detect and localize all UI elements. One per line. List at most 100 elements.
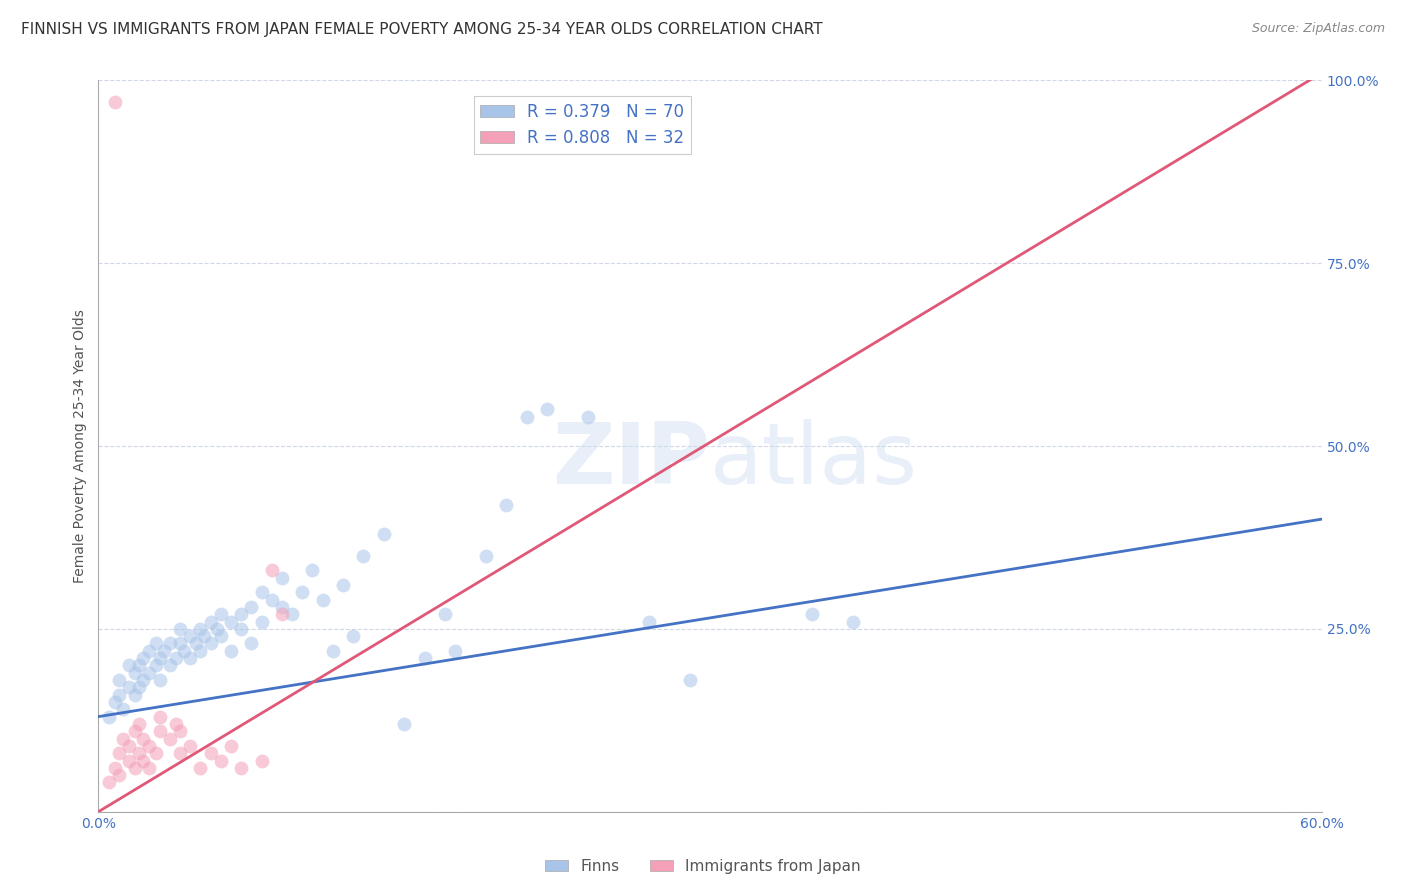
Legend: Finns, Immigrants from Japan: Finns, Immigrants from Japan: [538, 853, 868, 880]
Point: [576, 409, 599, 424]
Point: [145, 636, 167, 650]
Point: [97, 709, 120, 723]
Y-axis label: Female Poverty Among 25-34 Year Olds: Female Poverty Among 25-34 Year Olds: [73, 309, 87, 583]
Point: [149, 709, 172, 723]
Point: [97, 775, 120, 789]
Point: [152, 644, 174, 658]
Point: [132, 731, 155, 746]
Point: [118, 739, 141, 753]
Point: [159, 636, 181, 650]
Point: [179, 651, 201, 665]
Point: [124, 724, 146, 739]
Point: [188, 622, 212, 636]
Point: [165, 651, 187, 665]
Point: [200, 615, 222, 629]
Point: [138, 739, 160, 753]
Point: [260, 592, 283, 607]
Point: [138, 644, 160, 658]
Point: [373, 526, 395, 541]
Point: [104, 95, 127, 110]
Point: [149, 673, 172, 687]
Point: [132, 651, 155, 665]
Point: [128, 681, 150, 695]
Point: [128, 717, 150, 731]
Point: [516, 409, 538, 424]
Point: [169, 636, 191, 650]
Point: [219, 739, 242, 753]
Point: [111, 702, 134, 716]
Point: [474, 549, 498, 563]
Point: [138, 665, 160, 680]
Text: Source: ZipAtlas.com: Source: ZipAtlas.com: [1251, 22, 1385, 36]
Point: [179, 739, 201, 753]
Point: [231, 607, 253, 622]
Point: [188, 644, 212, 658]
Point: [118, 681, 141, 695]
Point: [193, 629, 215, 643]
Point: [281, 607, 304, 622]
Point: [219, 615, 242, 629]
Point: [301, 563, 323, 577]
Point: [159, 731, 181, 746]
Point: [240, 636, 263, 650]
Point: [124, 665, 146, 680]
Point: [270, 571, 294, 585]
Point: [209, 629, 232, 643]
Point: [200, 746, 222, 760]
Point: [165, 717, 187, 731]
Point: [179, 629, 201, 643]
Point: [231, 761, 253, 775]
Point: [270, 607, 294, 622]
Point: [132, 754, 155, 768]
Point: [118, 658, 141, 673]
Point: [108, 688, 131, 702]
Point: [149, 651, 172, 665]
Point: [169, 724, 191, 739]
Point: [638, 615, 661, 629]
Text: atlas: atlas: [710, 419, 918, 502]
Point: [124, 761, 146, 775]
Point: [108, 768, 131, 782]
Point: [312, 592, 335, 607]
Point: [159, 658, 181, 673]
Point: [434, 607, 457, 622]
Point: [219, 644, 242, 658]
Point: [188, 761, 212, 775]
Point: [342, 629, 364, 643]
Point: [270, 599, 294, 614]
Text: FINNISH VS IMMIGRANTS FROM JAPAN FEMALE POVERTY AMONG 25-34 YEAR OLDS CORRELATIO: FINNISH VS IMMIGRANTS FROM JAPAN FEMALE …: [21, 22, 823, 37]
Point: [169, 746, 191, 760]
Point: [250, 585, 273, 599]
Point: [108, 673, 131, 687]
Point: [169, 622, 191, 636]
Point: [801, 607, 824, 622]
Point: [322, 644, 344, 658]
Point: [209, 754, 232, 768]
Point: [104, 761, 127, 775]
Point: [250, 754, 273, 768]
Point: [118, 754, 141, 768]
Point: [240, 599, 263, 614]
Point: [186, 636, 208, 650]
Point: [536, 402, 558, 417]
Text: ZIP: ZIP: [553, 419, 710, 502]
Point: [200, 636, 222, 650]
Point: [145, 746, 167, 760]
Point: [352, 549, 374, 563]
Point: [145, 658, 167, 673]
Point: [231, 622, 253, 636]
Point: [841, 615, 863, 629]
Point: [128, 658, 150, 673]
Point: [413, 651, 436, 665]
Point: [444, 644, 467, 658]
Point: [149, 724, 172, 739]
Point: [209, 607, 232, 622]
Point: [679, 673, 702, 687]
Point: [260, 563, 283, 577]
Point: [291, 585, 314, 599]
Legend: R = 0.379   N = 70, R = 0.808   N = 32: R = 0.379 N = 70, R = 0.808 N = 32: [474, 96, 690, 153]
Point: [124, 688, 146, 702]
Point: [173, 644, 195, 658]
Point: [495, 498, 517, 512]
Point: [392, 717, 416, 731]
